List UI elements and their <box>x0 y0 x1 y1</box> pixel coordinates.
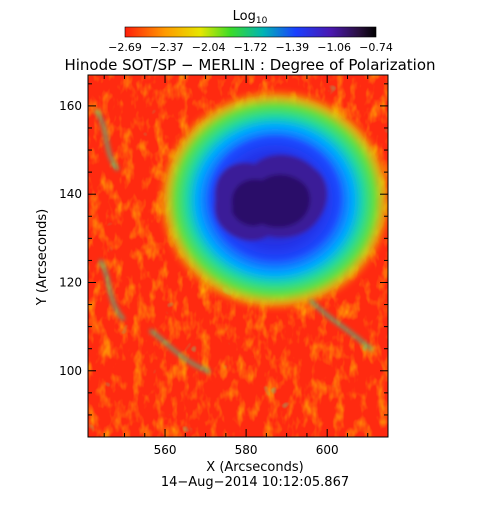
y-axis-ticks: 100 120 140 160 <box>59 83 388 438</box>
sunspot-core <box>231 174 311 228</box>
x-axis-ticks: 560 580 600 <box>103 75 389 457</box>
colorbar-ticks: −2.69 −2.37 −2.04 −1.72 −1.39 −1.06 −0.74 <box>108 41 393 54</box>
y-tick-label: 160 <box>59 99 82 113</box>
colorbar-label: Log10 <box>233 9 268 26</box>
x-tick-label: 560 <box>154 443 177 457</box>
colorbar: Log10 −2.69 −2.37 −2.04 −1.72 −1.39 −1.06 −0.7… <box>108 9 393 54</box>
polarization-map <box>88 75 388 437</box>
y-tick-label: 100 <box>59 364 82 378</box>
colorbar-tick-label: −2.37 <box>150 41 184 54</box>
sunspot <box>157 88 388 312</box>
y-axis-label: Y (Arcseconds) <box>35 209 50 306</box>
x-tick-label: 600 <box>316 443 339 457</box>
green-filament-left <box>94 108 374 374</box>
colorbar-tick-label: −2.04 <box>192 41 226 54</box>
timestamp: 14−Aug−2014 10:12:05.867 <box>161 475 349 490</box>
x-tick-label: 580 <box>235 443 258 457</box>
y-tick-label: 120 <box>59 275 82 289</box>
colorbar-tick-label: −0.74 <box>359 41 393 54</box>
colorbar-tick-label: −1.39 <box>275 41 309 54</box>
colorbar-tick-label: −2.69 <box>108 41 142 54</box>
colorbar-gradient <box>124 26 377 38</box>
chart-title: Hinode SOT/SP − MERLIN : Degree of Polar… <box>64 56 435 74</box>
y-tick-label: 140 <box>59 187 82 201</box>
x-axis-label: X (Arcseconds) <box>206 460 303 475</box>
plot-frame <box>87 74 389 438</box>
colorbar-tick-label: −1.72 <box>234 41 268 54</box>
colorbar-tick-label: −1.06 <box>317 41 351 54</box>
